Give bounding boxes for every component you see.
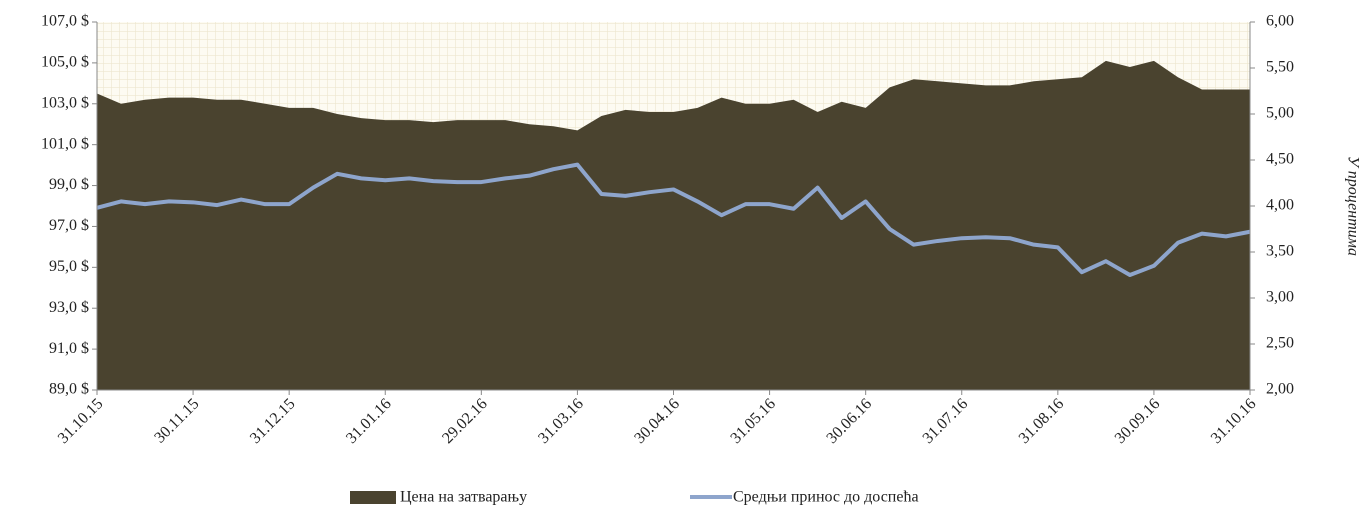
y2-tick-label: 4,00 bbox=[1266, 197, 1294, 214]
x-tick-label: 30.11.15 bbox=[151, 395, 202, 446]
y2-tick-label: 6,00 bbox=[1266, 13, 1294, 30]
x-tick-label: 29.02.16 bbox=[439, 395, 491, 447]
y-tick-label: 91,0 $ bbox=[49, 340, 89, 357]
y-tick-label: 97,0 $ bbox=[49, 217, 89, 234]
y2-tick-label: 4,50 bbox=[1266, 151, 1294, 168]
x-tick-label: 31.01.16 bbox=[343, 395, 395, 447]
legend-label: Цена на затварању bbox=[400, 489, 527, 506]
legend-label: Средњи принос до доспећа bbox=[733, 489, 919, 506]
legend-swatch-area bbox=[350, 491, 396, 504]
y2-axis-title: У процентима bbox=[1344, 156, 1361, 256]
x-tick-label: 31.10.15 bbox=[55, 395, 107, 447]
y2-tick-label: 3,00 bbox=[1266, 289, 1294, 306]
price-area bbox=[97, 60, 1250, 390]
x-tick-label: 31.05.16 bbox=[727, 395, 779, 447]
x-tick-label: 31.07.16 bbox=[920, 395, 972, 447]
x-tick-label: 30.09.16 bbox=[1112, 395, 1164, 447]
x-tick-label: 31.03.16 bbox=[535, 395, 587, 447]
y-tick-label: 89,0 $ bbox=[49, 381, 89, 398]
y-tick-label: 103,0 $ bbox=[41, 94, 89, 111]
x-tick-label: 30.04.16 bbox=[631, 395, 683, 447]
yield-line bbox=[96, 162, 1251, 277]
y-tick-label: 99,0 $ bbox=[49, 176, 89, 193]
y2-tick-label: 2,00 bbox=[1266, 381, 1294, 398]
x-tick-label: 31.10.16 bbox=[1208, 395, 1260, 447]
x-tick-label: 31.08.16 bbox=[1016, 395, 1068, 447]
y-tick-label: 105,0 $ bbox=[41, 54, 89, 71]
y-tick-label: 107,0 $ bbox=[41, 13, 89, 30]
x-tick-label: 31.12.15 bbox=[247, 395, 299, 447]
y-tick-label: 93,0 $ bbox=[49, 299, 89, 316]
y-tick-label: 95,0 $ bbox=[49, 258, 89, 275]
x-tick-label: 30.06.16 bbox=[823, 395, 875, 447]
y2-tick-label: 5,00 bbox=[1266, 105, 1294, 122]
y-tick-label: 101,0 $ bbox=[41, 135, 89, 152]
y2-tick-label: 5,50 bbox=[1266, 59, 1294, 76]
y2-tick-label: 3,50 bbox=[1266, 243, 1294, 260]
y2-tick-label: 2,50 bbox=[1266, 335, 1294, 352]
